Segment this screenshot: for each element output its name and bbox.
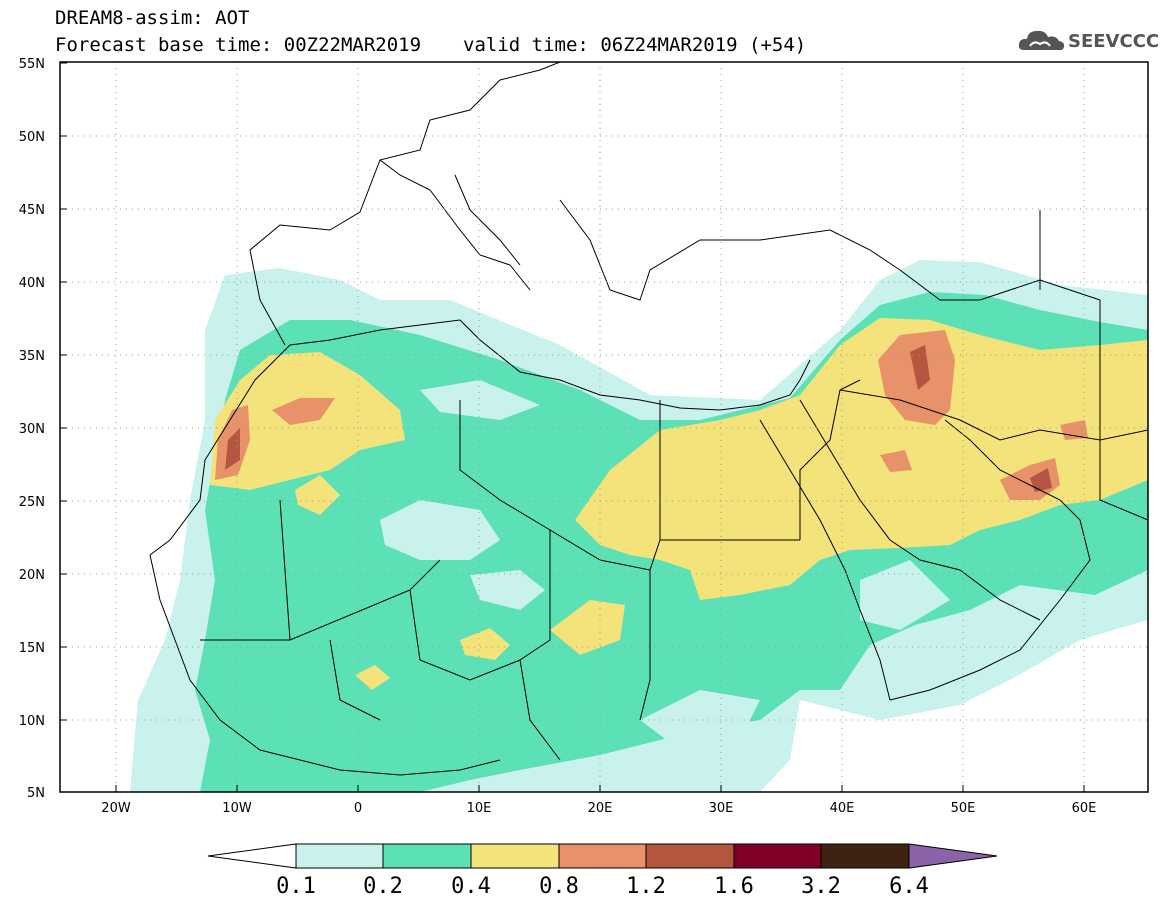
lon-label: 0 [354, 801, 362, 816]
lon-label: 50E [951, 801, 976, 816]
map-grid [60, 62, 1148, 792]
forecast-times: Forecast base time: 00Z22MAR2019 valid ti… [55, 35, 806, 55]
lon-labels: 20W 10W 0 10E 20E 30E 40E 50E 60E [101, 801, 1096, 816]
lat-label: 10N [19, 714, 45, 729]
lon-label: 30E [709, 801, 734, 816]
aot-band-0.4-east [575, 318, 1148, 600]
colorbar-label: 1.6 [714, 874, 754, 899]
axis-ticks [60, 62, 1085, 792]
aot-blob-3 [355, 665, 390, 690]
aot-band-1.2-c [1030, 468, 1052, 492]
lon-label: 60E [1072, 801, 1097, 816]
colorbar-swatch [733, 843, 822, 869]
lat-label: 50N [19, 130, 45, 145]
cloud-icon [1018, 30, 1065, 51]
colorbar-label: 3.2 [801, 874, 841, 899]
lat-label: 20N [19, 568, 45, 583]
borders-africa [200, 400, 800, 761]
aot-band-1.2-a [225, 428, 240, 470]
aot-blob-1 [550, 600, 625, 655]
lat-label: 45N [19, 203, 45, 218]
colorbar-label: 6.4 [889, 874, 929, 899]
coast-africa-north [149, 319, 811, 556]
coast-arabia [889, 419, 1091, 701]
base-time: Forecast base time: 00Z22MAR2019 [55, 34, 422, 56]
aot-blob-2 [460, 628, 510, 660]
lat-label: 35N [19, 349, 45, 364]
aot-band-0.8-atlas [272, 398, 335, 425]
lat-label: 5N [27, 786, 45, 801]
colorbar-swatch [558, 843, 647, 869]
colorbar-label: 0.4 [451, 874, 491, 899]
lat-label: 40N [19, 276, 45, 291]
colorbar-label: 1.2 [626, 874, 666, 899]
map-title: DREAM8-assim: AOT [55, 7, 250, 29]
map-frame [59, 61, 1149, 793]
aot-hole-3 [640, 690, 760, 750]
lon-label: 40E [830, 801, 855, 816]
aot-hole-5 [860, 560, 950, 630]
lat-label: 25N [19, 495, 45, 510]
lat-label: 30N [19, 422, 45, 437]
colorbar-label: 0.1 [276, 874, 316, 899]
aot-hole-1 [380, 500, 500, 560]
colorbar-swatch [645, 843, 735, 869]
colorbar-swatch [295, 843, 384, 869]
aot-hole-2 [470, 570, 545, 610]
aot-blob-4 [295, 475, 340, 515]
aot-fields [130, 260, 1148, 792]
coast-africa-west [149, 554, 501, 776]
coastlines [149, 62, 1148, 776]
coast-red-sea [759, 399, 1041, 701]
aot-band-1.2-b [910, 345, 930, 390]
aot-blob-5 [880, 450, 912, 472]
coast-europe [249, 62, 901, 346]
lat-label: 55N [19, 57, 45, 72]
lat-labels: 55N 50N 45N 40N 35N 30N 25N 20N 15N 10N … [19, 57, 45, 801]
colorbar-under-arrow [207, 843, 297, 869]
lon-label: 10E [467, 801, 492, 816]
valid-time: valid time: 06Z24MAR2019 (+54) [463, 34, 807, 56]
aot-hole-4 [420, 380, 540, 420]
logo-text: SEEVCCC [1068, 31, 1160, 52]
borders-middle-east [799, 210, 1148, 540]
colorbar-swatch [382, 843, 472, 869]
lon-label: 20W [101, 801, 131, 816]
lat-label: 15N [19, 641, 45, 656]
colorbar-swatch [820, 843, 910, 869]
lon-label: 20E [588, 801, 613, 816]
colorbar-label: 0.8 [539, 874, 579, 899]
lon-label: 10W [222, 801, 252, 816]
colorbar-label: 0.2 [363, 874, 403, 899]
seevccc-logo: SEEVCCC [1018, 26, 1159, 56]
colorbar-over-arrow [908, 843, 998, 869]
colorbar-swatch [470, 843, 560, 869]
